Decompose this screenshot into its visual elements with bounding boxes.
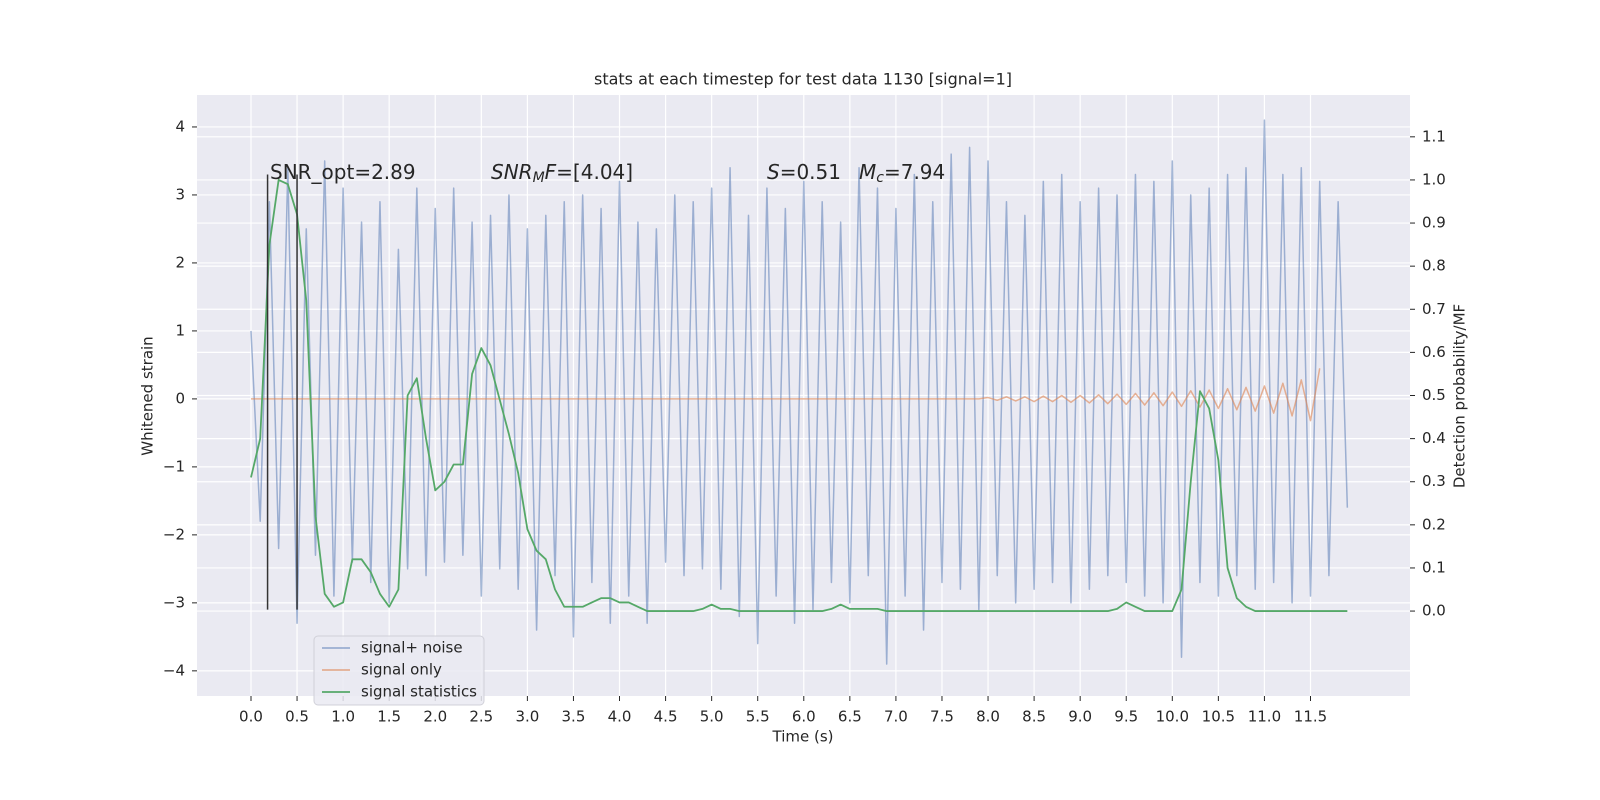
y-axis-label: Whitened strain (139, 336, 157, 455)
annotation: SNRMF=[4.04] (491, 160, 633, 187)
x-tick-label: 0.5 (285, 708, 309, 726)
y-tick-label: 3 (175, 185, 185, 203)
x-tick-label: 6.0 (792, 708, 816, 726)
annotation-part: =0.51 (780, 160, 841, 184)
series-line (250, 119, 1349, 665)
x-tick-label: 9.5 (1114, 708, 1138, 726)
y2-tick-label: 0.2 (1422, 515, 1446, 533)
y-tick-label: 4 (175, 117, 185, 135)
y2-tick-label: 0.1 (1422, 558, 1446, 576)
y2-tick-label: 1.0 (1422, 170, 1446, 188)
annotation-part: M (533, 170, 545, 186)
x-tick-label: 11.0 (1248, 708, 1281, 726)
x-tick-label: 4.0 (608, 708, 632, 726)
annotation-part: S (767, 160, 780, 184)
x-tick-label: 7.0 (884, 708, 908, 726)
x-tick-label: 11.5 (1294, 708, 1327, 726)
x-tick-label: 1.0 (331, 708, 355, 726)
y2-tick-label: 0.5 (1422, 386, 1446, 404)
legend-box (313, 635, 485, 706)
x-tick-label: 4.5 (654, 708, 678, 726)
x-tick-label: 10.5 (1202, 708, 1235, 726)
y2-axis-label: Detection probability/MF (1451, 304, 1469, 488)
x-tick-label: 5.5 (746, 708, 770, 726)
x-tick-label: 8.5 (1022, 708, 1046, 726)
annotation: SNR_opt=2.89 (270, 160, 416, 184)
annotation-part: c (876, 170, 884, 186)
x-tick-label: 6.5 (838, 708, 862, 726)
x-tick-label: 2.5 (469, 708, 493, 726)
x-tick-label: 5.0 (700, 708, 724, 726)
annotation-part: SNR (491, 160, 533, 184)
series-line (250, 179, 1348, 612)
x-tick-label: 3.0 (515, 708, 539, 726)
marks (250, 119, 1349, 665)
y2-tick-label: 0.8 (1422, 257, 1446, 275)
y2-tick-label: 0.7 (1422, 300, 1446, 318)
y2-tick-label: 0.3 (1422, 472, 1446, 490)
x-tick-label: 8.0 (976, 708, 1000, 726)
legend-label: signal+ noise (361, 639, 463, 657)
annotation-part: M (859, 160, 876, 184)
annotation: Mc=7.94 (859, 160, 945, 187)
chart-title: stats at each timestep for test data 113… (594, 70, 1012, 89)
x-tick-label: 3.5 (562, 708, 586, 726)
annotation-part: SNR_opt=2.89 (270, 160, 416, 184)
annotation-part: F (545, 160, 557, 184)
y-tick-label: −1 (163, 457, 185, 475)
annotation: S=0.51 (767, 160, 841, 184)
y2-tick-label: 1.1 (1422, 127, 1446, 145)
annotation-part: =[4.04] (556, 160, 633, 184)
y-tick-label: −4 (163, 661, 185, 679)
x-tick-label: 10.0 (1156, 708, 1189, 726)
x-tick-label: 9.0 (1068, 708, 1092, 726)
annotation-part: =7.94 (884, 160, 945, 184)
labels: 0.0 0.5 1.0 1.5 2.0 2.5 3.0 3.5 4.0 4.5 5.0 5.5 6.0 6… (163, 117, 1446, 725)
x-tick-label: 1.5 (377, 708, 401, 726)
series-line (250, 368, 1321, 422)
y-tick-label: −2 (163, 525, 185, 543)
y2-tick-label: 0.9 (1422, 214, 1446, 232)
y-tick-label: 1 (175, 321, 185, 339)
x-tick-label: 2.0 (423, 708, 447, 726)
y-tick-label: 0 (175, 389, 185, 407)
y2-tick-label: 0.4 (1422, 429, 1446, 447)
legend-label: signal statistics (361, 683, 477, 701)
y-tick-label: −3 (163, 593, 185, 611)
x-tick-label: 7.5 (930, 708, 954, 726)
x-axis-label: Time (s) (772, 728, 834, 746)
y-tick-label: 2 (175, 253, 185, 271)
y2-tick-label: 0.6 (1422, 343, 1446, 361)
x-tick-label: 0.0 (239, 708, 263, 726)
legend-label: signal only (361, 661, 442, 679)
y2-tick-label: 0.0 (1422, 602, 1446, 620)
